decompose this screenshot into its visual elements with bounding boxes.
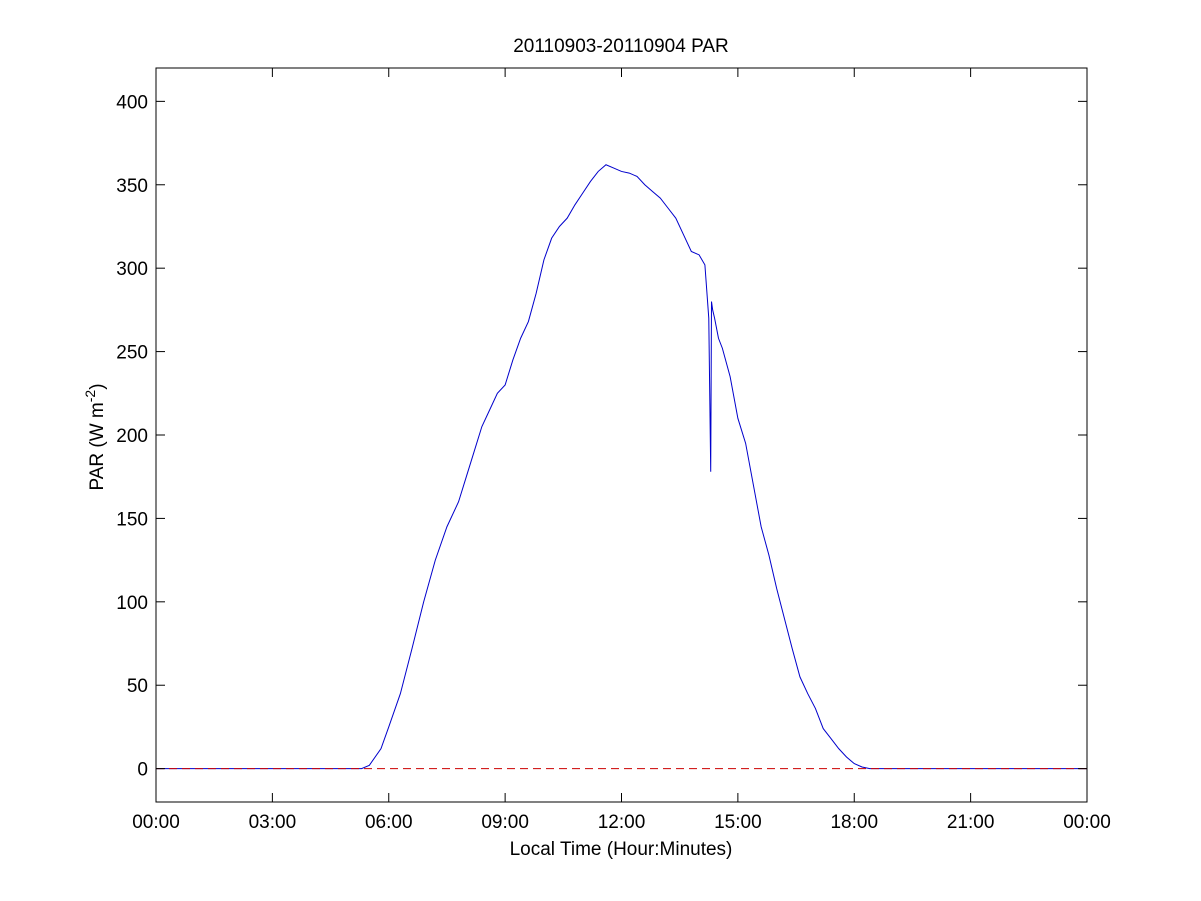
chart-title: 20110903-20110904 PAR bbox=[513, 36, 729, 57]
x-tick-label: 18:00 bbox=[830, 812, 878, 833]
y-tick-label: 200 bbox=[116, 426, 148, 447]
y-tick-label: 100 bbox=[116, 593, 148, 614]
y-axis-label-suffix: ) bbox=[87, 383, 108, 389]
x-tick-label: 15:00 bbox=[714, 812, 762, 833]
y-tick-label: 350 bbox=[116, 176, 148, 197]
series-layer bbox=[156, 164, 1087, 770]
par-series-line bbox=[156, 164, 1087, 770]
x-axis-label: Local Time (Hour:Minutes) bbox=[510, 839, 733, 860]
x-tick-label: 03:00 bbox=[249, 812, 297, 833]
x-tick-label: 06:00 bbox=[365, 812, 413, 833]
y-axis-label: PAR (W m-2) bbox=[82, 383, 108, 490]
x-tick-label: 12:00 bbox=[598, 812, 646, 833]
x-tick-label: 00:00 bbox=[1063, 812, 1111, 833]
y-axis-label-superscript: -2 bbox=[82, 390, 98, 403]
y-tick-label: 50 bbox=[127, 676, 148, 697]
y-tick-label: 250 bbox=[116, 343, 148, 364]
y-tick-label: 0 bbox=[137, 760, 148, 781]
y-tick-label: 400 bbox=[116, 92, 148, 113]
tick-layer: 00:00 03:00 06:00 09:00 12:00 15:00 18:00 21:00… bbox=[116, 68, 1111, 833]
y-axis-label-prefix: PAR (W m bbox=[87, 402, 108, 490]
plot-frame bbox=[155, 67, 1088, 803]
x-tick-label: 21:00 bbox=[947, 812, 995, 833]
y-tick-label: 300 bbox=[116, 259, 148, 280]
y-tick-label: 150 bbox=[116, 509, 148, 530]
x-tick-label: 00:00 bbox=[132, 812, 180, 833]
x-tick-label: 09:00 bbox=[481, 812, 529, 833]
plot-area bbox=[156, 68, 1087, 802]
